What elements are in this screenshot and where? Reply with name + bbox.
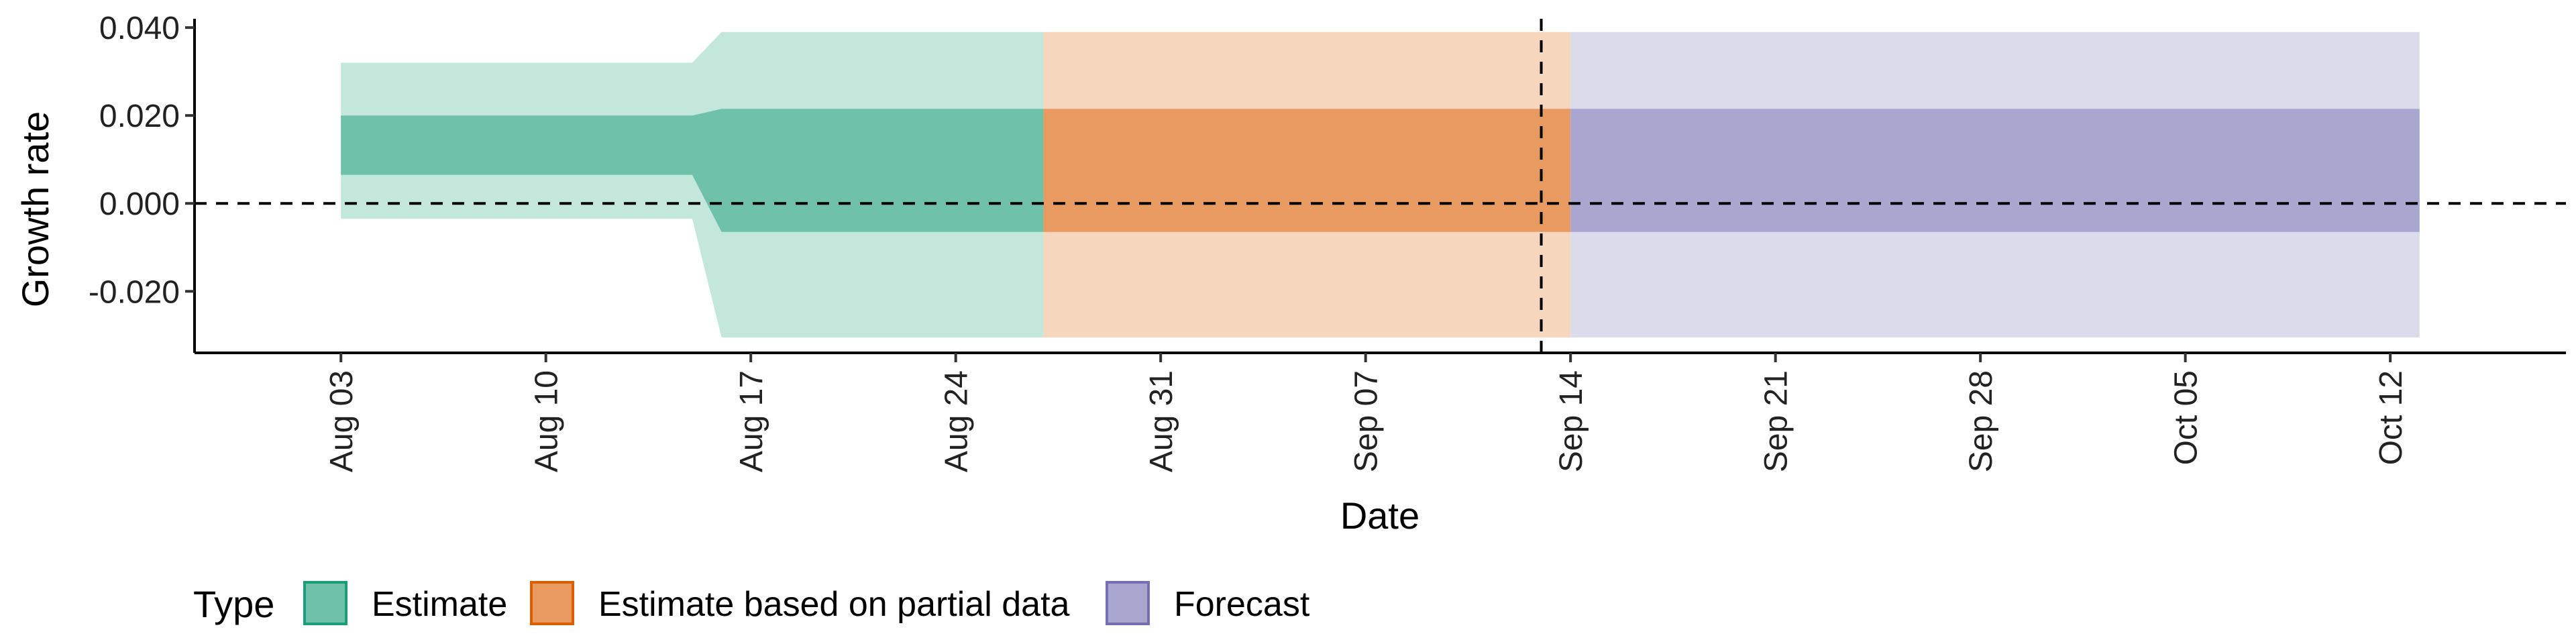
- legend-label: Estimate based on partial data: [598, 585, 1070, 624]
- y-tick-label: 0.000: [99, 186, 180, 222]
- legend-swatch: [1106, 581, 1150, 625]
- legend-item-1: Estimate: [303, 581, 507, 625]
- legend-label: Estimate: [372, 585, 507, 624]
- legend-item-3: Forecast: [1106, 581, 1310, 625]
- x-tick-label: Sep 21: [1759, 370, 1794, 472]
- x-tick-label: Sep 28: [1964, 370, 1999, 472]
- inner-band-1: [341, 109, 1044, 232]
- y-tick-label: 0.040: [99, 11, 180, 46]
- x-tick-label: Aug 17: [734, 370, 769, 472]
- x-tick-label: Aug 10: [529, 370, 565, 472]
- legend-item-2: Estimate based on partial data: [530, 581, 1070, 625]
- reference-lines: [195, 19, 2566, 353]
- legend-title: Type: [193, 583, 274, 625]
- y-tick-label: -0.020: [89, 274, 180, 310]
- y-tick-label: 0.020: [99, 99, 180, 134]
- series-2: [1043, 32, 1571, 338]
- x-tick-label: Sep 07: [1349, 370, 1385, 472]
- legend-swatch: [303, 581, 347, 625]
- x-tick-label: Aug 03: [324, 370, 360, 472]
- x-tick-label: Sep 14: [1554, 370, 1589, 472]
- x-tick-label: Oct 05: [2169, 370, 2204, 465]
- x-axis-title: Date: [1340, 494, 1419, 537]
- y-axis-title: Growth rate: [14, 111, 56, 308]
- ribbon-layer: [341, 32, 2420, 338]
- inner-band-3: [1570, 109, 2420, 232]
- series-1: [341, 32, 1044, 338]
- x-tick-label: Aug 24: [939, 370, 975, 472]
- outer-band-1: [341, 32, 1044, 338]
- series-3: [1570, 32, 2420, 338]
- x-tick-label: Aug 31: [1144, 370, 1179, 472]
- axes: 0.040 0.020 0.000 -0.020 Aug 03 Aug 10 Aug 17 A…: [89, 11, 2566, 472]
- legend-label: Forecast: [1174, 585, 1310, 624]
- inner-band-2: [1043, 109, 1571, 232]
- legend: Type Estimate Estimate based on partial da…: [193, 581, 1310, 625]
- legend-swatch: [530, 581, 574, 625]
- x-tick-label: Oct 12: [2373, 370, 2409, 465]
